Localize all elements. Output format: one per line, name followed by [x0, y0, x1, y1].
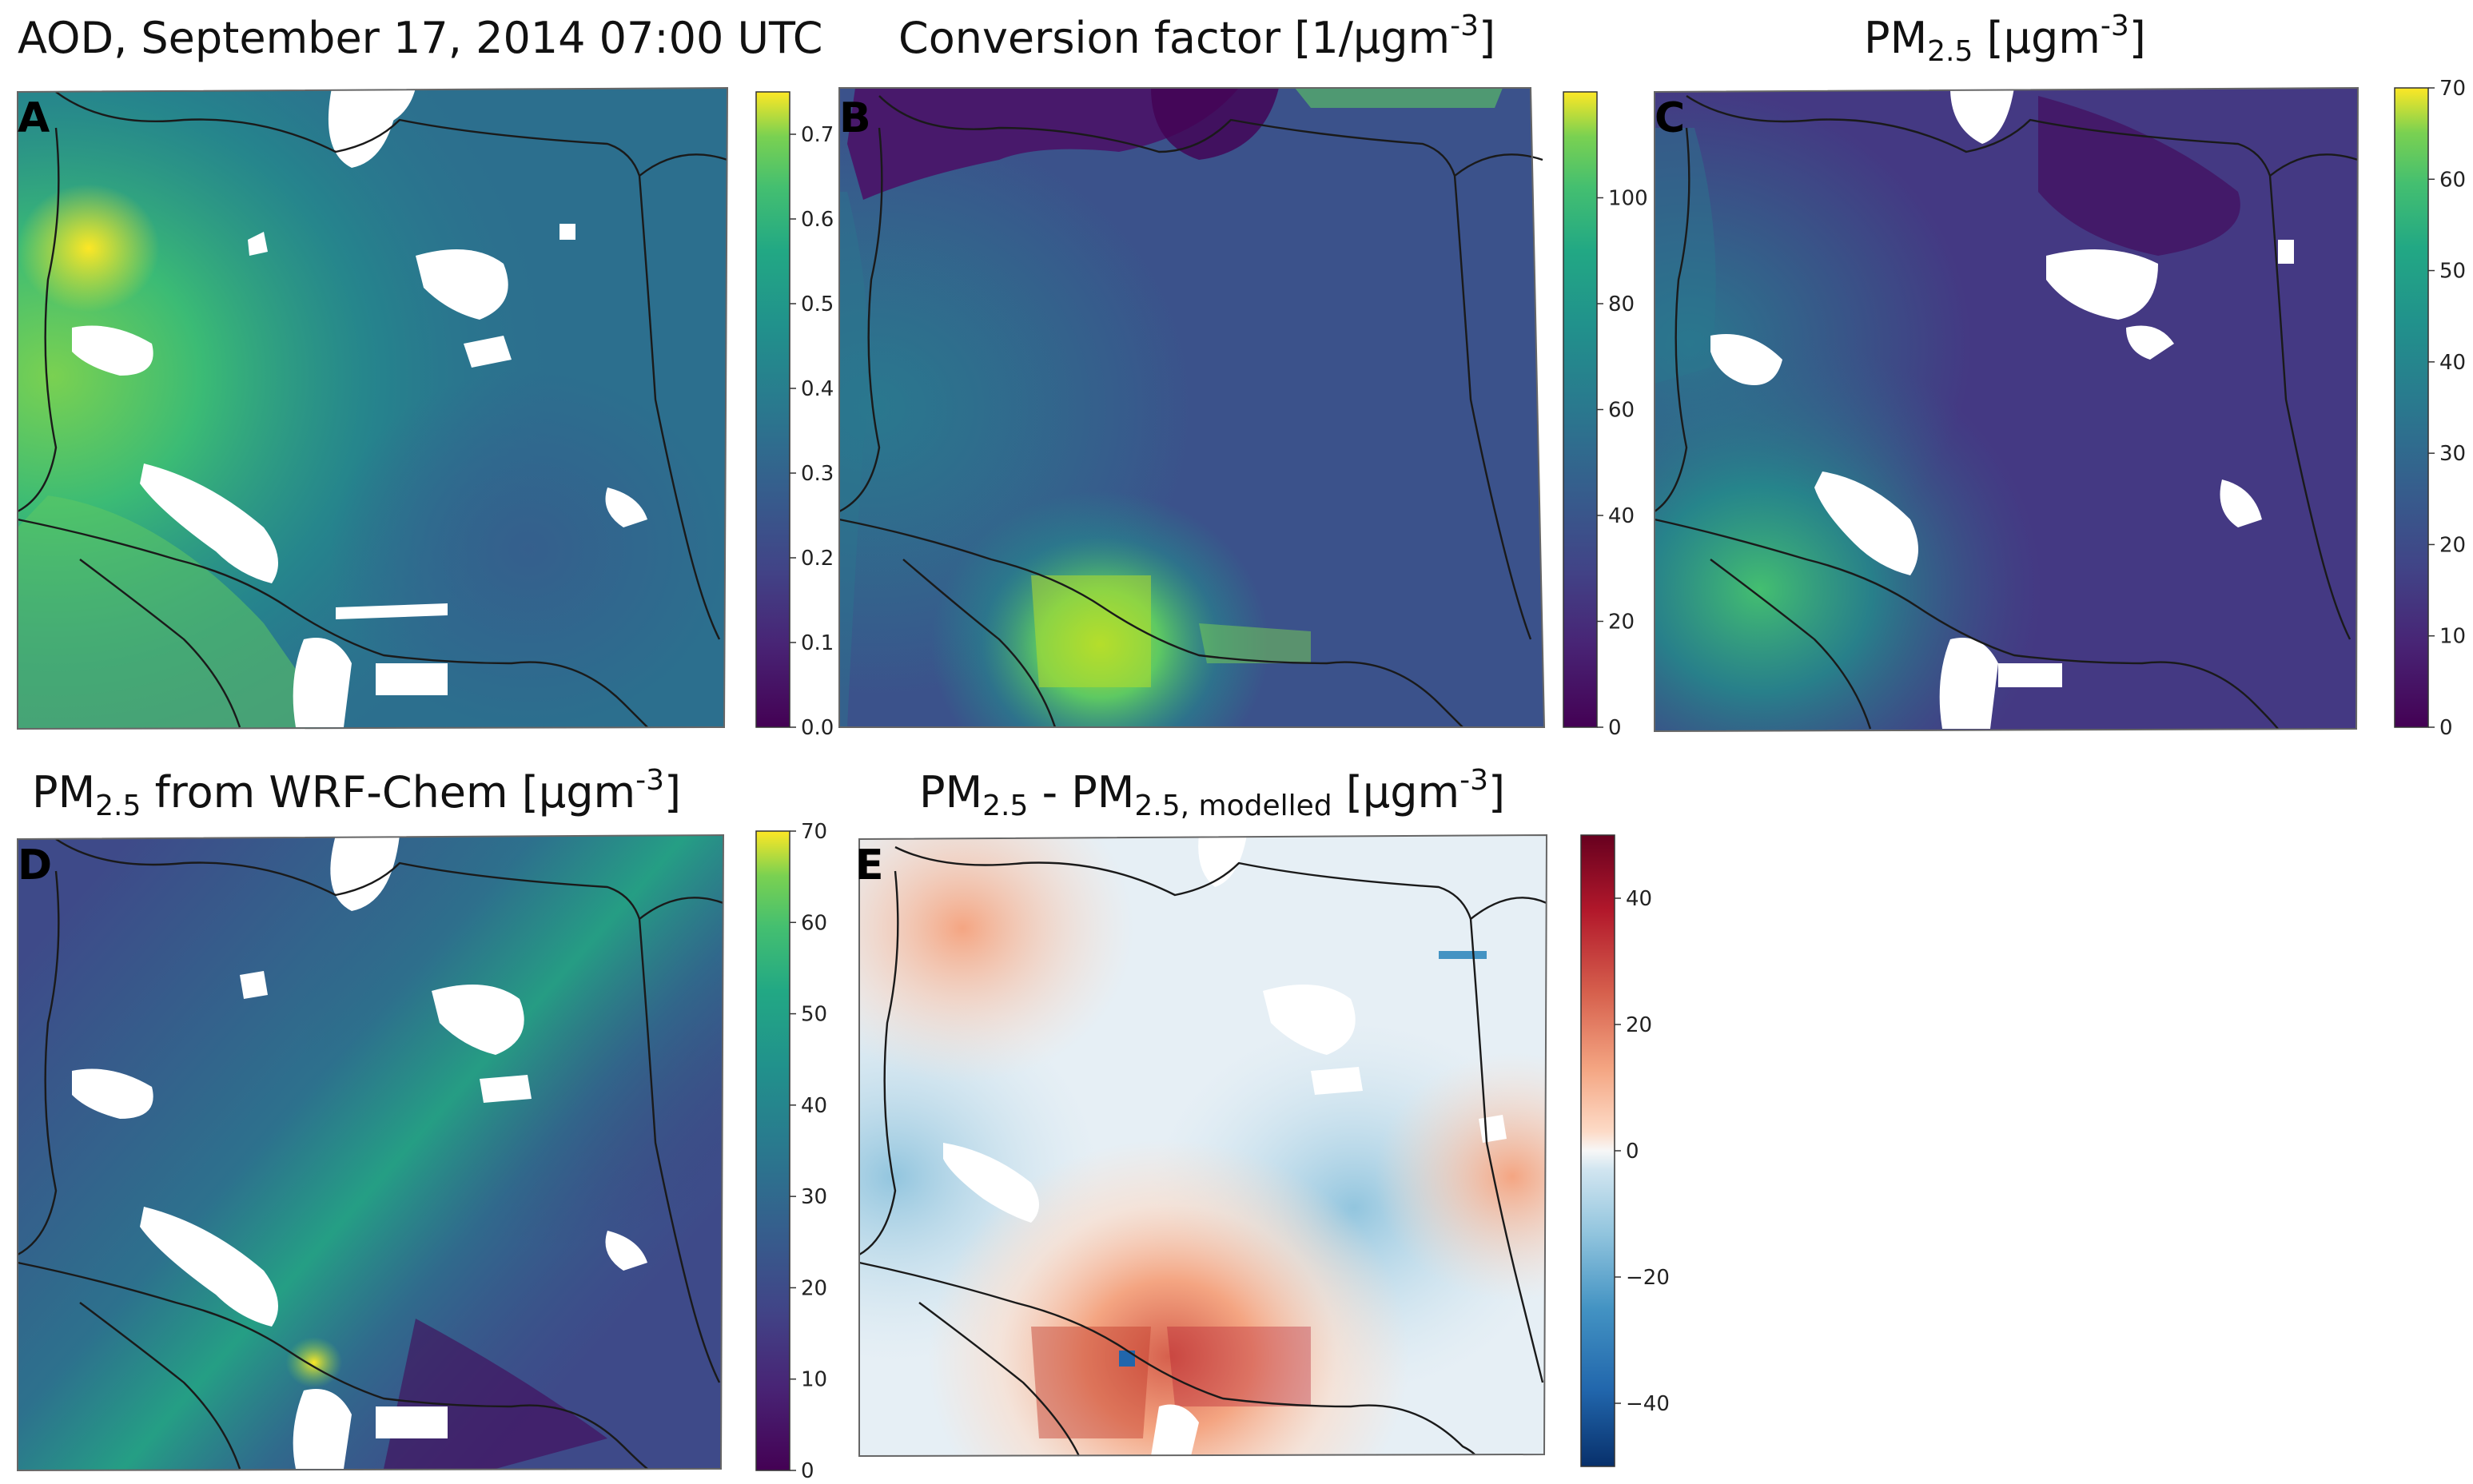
panel-c-colorbar-tick-label: 20	[2439, 533, 2466, 557]
panel-c-colorbar-tick-label: 0	[2439, 716, 2453, 740]
panel-b-colorbar-tick-label: 60	[1608, 399, 1635, 423]
panel-e-colorbar: −40 −20 0 20 40	[1580, 834, 1670, 1467]
panel-e-colorbar-gradient	[1581, 835, 1615, 1466]
panel-e-title: PM2.5 - PM2.5, modelled [µgm-3]	[919, 764, 1505, 822]
panel-c-colorbar-tick-label: 50	[2439, 260, 2466, 284]
panel-b-title: Conversion factor [1/µgm-3]	[898, 10, 1495, 63]
panel-c-letter: C	[1655, 94, 1685, 142]
panel-a-colorbar-gradient	[756, 92, 790, 727]
panel-a-colorbar-tick-label: 0.5	[801, 292, 834, 316]
panel-a-colorbar-tick-label: 0.6	[801, 208, 834, 232]
panel-a-colorbar-tick-label: 0.0	[801, 716, 834, 740]
panel-c-colorbar-tick-label: 60	[2439, 168, 2466, 192]
panel-d-colorbar-tick-label: 50	[801, 1003, 827, 1027]
panel-d-colorbar-gradient	[756, 831, 790, 1470]
panel-d-colorbar-tick-label: 40	[801, 1094, 827, 1118]
panel-c-colorbar-tick-label: 30	[2439, 442, 2466, 466]
panel-a-colorbar-tick-label: 0.1	[801, 631, 834, 655]
panel-d-title: PM2.5 from WRF-Chem [µgm-3]	[32, 764, 681, 822]
panel-b-colorbar-gradient	[1563, 92, 1597, 727]
panel-e-colorbar-tick-label: 40	[1626, 887, 1652, 911]
panel-d-colorbar-tick-label: 30	[801, 1185, 827, 1209]
panel-b-colorbar-tick-label: 80	[1608, 292, 1635, 316]
panel-c-colorbar-tick-label: 70	[2439, 77, 2466, 101]
panel-c-colorbar-gradient	[2395, 88, 2428, 727]
panel-d-colorbar-tick-label: 0	[801, 1459, 814, 1483]
panel-d-colorbar-tick-label: 20	[801, 1276, 827, 1300]
panel-a-colorbar-tick-label: 0.4	[801, 377, 834, 401]
panel-d-letter: D	[18, 841, 52, 889]
panel-d-map	[17, 834, 725, 1472]
panel-a-colorbar: 0.0 0.1 0.2 0.3 0.4 0.5 0.6 0.7	[755, 91, 834, 740]
panel-b-colorbar-tick-label: 20	[1608, 611, 1635, 635]
panel-a-colorbar-tick-label: 0.3	[801, 462, 834, 486]
panel-a-title: AOD, September 17, 2014 07:00 UTC	[18, 13, 823, 63]
panel-a-letter: A	[18, 94, 50, 142]
panel-c-colorbar: 0 10 20 30 40 50 60 70	[2394, 77, 2466, 740]
panel-d-colorbar: 0 10 20 30 40 50 60 70	[755, 820, 827, 1483]
panel-c-map	[1654, 86, 2360, 733]
panel-d-colorbar-tick-label: 60	[801, 911, 827, 935]
panel-e-colorbar-tick-label: 20	[1626, 1013, 1652, 1037]
panel-e-colorbar-tick-label: 0	[1626, 1140, 1639, 1164]
panel-b-map	[838, 87, 1546, 728]
panel-a-colorbar-tick-label: 0.2	[801, 547, 834, 571]
panel-c-colorbar-tick-label: 10	[2439, 625, 2466, 649]
panel-b-colorbar: 0 20 40 60 80 100	[1563, 91, 1648, 740]
panel-e-colorbar-tick-label: −20	[1626, 1266, 1670, 1290]
panel-d-colorbar-tick-label: 10	[801, 1368, 827, 1392]
panel-d-colorbar-tick-label: 70	[801, 820, 827, 844]
panel-e-colorbar-tick-label: −40	[1626, 1392, 1670, 1416]
panel-b-colorbar-tick-label: 0	[1608, 716, 1622, 740]
panel-c-title: PM2.5 [µgm-3]	[1864, 10, 2146, 68]
panel-b-colorbar-tick-label: 100	[1608, 187, 1648, 211]
panel-e-map	[858, 834, 1548, 1458]
panel-a-colorbar-tick-label: 0.7	[801, 123, 834, 147]
panel-e-letter: E	[855, 841, 884, 889]
panel-a-map	[17, 86, 729, 730]
panel-b-letter: B	[839, 94, 871, 142]
panel-c-colorbar-tick-label: 40	[2439, 351, 2466, 375]
panel-b-colorbar-tick-label: 40	[1608, 504, 1635, 528]
